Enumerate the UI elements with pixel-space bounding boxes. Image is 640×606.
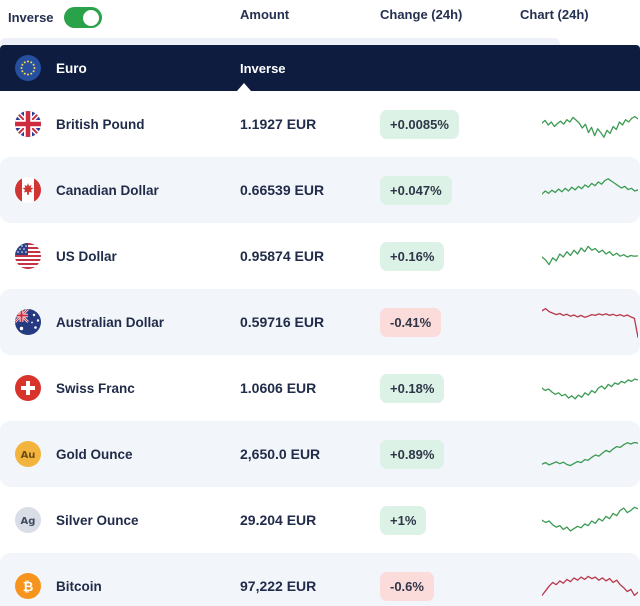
change-badge: +0.89% (380, 439, 445, 469)
sparkline-chart (542, 307, 638, 339)
amount-value: 29.204 EUR (240, 512, 317, 528)
icon-silver-icon (15, 507, 41, 533)
currency-name: Bitcoin (56, 578, 102, 594)
change-badge: +0.18% (380, 373, 445, 403)
rate-row[interactable]: Gold Ounce 2,650.0 EUR +0.89% (0, 421, 640, 487)
rates-table: British Pound 1.1927 EUR +0.0085% Canadi… (0, 91, 640, 606)
currency-name: Canadian Dollar (56, 182, 159, 198)
change-badge: +0.0085% (380, 109, 459, 139)
change-badge: +1% (380, 505, 427, 535)
sparkline-chart (542, 575, 638, 597)
eu-flag-icon (15, 55, 41, 81)
icon-gold-icon (15, 441, 41, 467)
rate-row[interactable]: Australian Dollar 0.59716 EUR -0.41% (0, 289, 640, 355)
inverse-toggle-label: Inverse (8, 10, 54, 25)
currency-name: US Dollar (56, 248, 117, 264)
amount-value: 1.0606 EUR (240, 380, 317, 396)
base-currency-name: Euro (56, 60, 87, 76)
change-badge: -0.41% (380, 307, 442, 337)
inverse-tab[interactable]: Inverse (240, 60, 286, 76)
column-header-change: Change (24h) (380, 7, 463, 22)
amount-value: 0.66539 EUR (240, 182, 325, 198)
rate-row[interactable]: British Pound 1.1927 EUR +0.0085% (0, 91, 640, 157)
rate-row[interactable]: Silver Ounce 29.204 EUR +1% (0, 487, 640, 553)
flag-gb-icon (15, 111, 41, 137)
currency-name: British Pound (56, 116, 145, 132)
icon-btc-icon (15, 573, 41, 599)
currency-name: Australian Dollar (56, 314, 165, 330)
change-badge: +0.16% (380, 241, 445, 271)
flag-au-icon (15, 309, 41, 335)
column-header-chart: Chart (24h) (520, 7, 589, 22)
rate-row[interactable]: Canadian Dollar 0.66539 EUR +0.047% (0, 157, 640, 223)
column-header-amount: Amount (240, 7, 290, 22)
flag-ch-icon (15, 375, 41, 401)
currency-name: Gold Ounce (56, 446, 133, 462)
selected-tab-notch (237, 83, 251, 91)
table-top-edge (0, 38, 560, 45)
rate-row[interactable]: US Dollar 0.95874 EUR +0.16% (0, 223, 640, 289)
sparkline-chart (542, 245, 638, 266)
amount-value: 0.59716 EUR (240, 314, 325, 330)
sparkline-chart (542, 178, 638, 195)
sparkline-chart (542, 378, 638, 400)
toggle-knob (82, 9, 99, 26)
rate-row[interactable]: Swiss Franc 1.0606 EUR +0.18% (0, 355, 640, 421)
flag-us-icon (15, 243, 41, 269)
amount-value: 2,650.0 EUR (240, 446, 321, 462)
flag-ca-icon (15, 177, 41, 203)
sparkline-chart (542, 506, 638, 532)
base-currency-bar: Euro Inverse (0, 45, 640, 91)
amount-value: 97,222 EUR (240, 578, 317, 594)
amount-value: 0.95874 EUR (240, 248, 325, 264)
sparkline-chart (542, 115, 638, 138)
amount-value: 1.1927 EUR (240, 116, 317, 132)
change-badge: -0.6% (380, 571, 434, 601)
sparkline-chart (542, 441, 638, 467)
inverse-toggle[interactable] (63, 7, 102, 28)
currency-name: Silver Ounce (56, 512, 139, 528)
rate-row[interactable]: Bitcoin 97,222 EUR -0.6% (0, 553, 640, 606)
table-column-header: Inverse Amount Change (24h) Chart (24h) (0, 0, 640, 38)
change-badge: +0.047% (380, 175, 452, 205)
currency-name: Swiss Franc (56, 380, 135, 396)
